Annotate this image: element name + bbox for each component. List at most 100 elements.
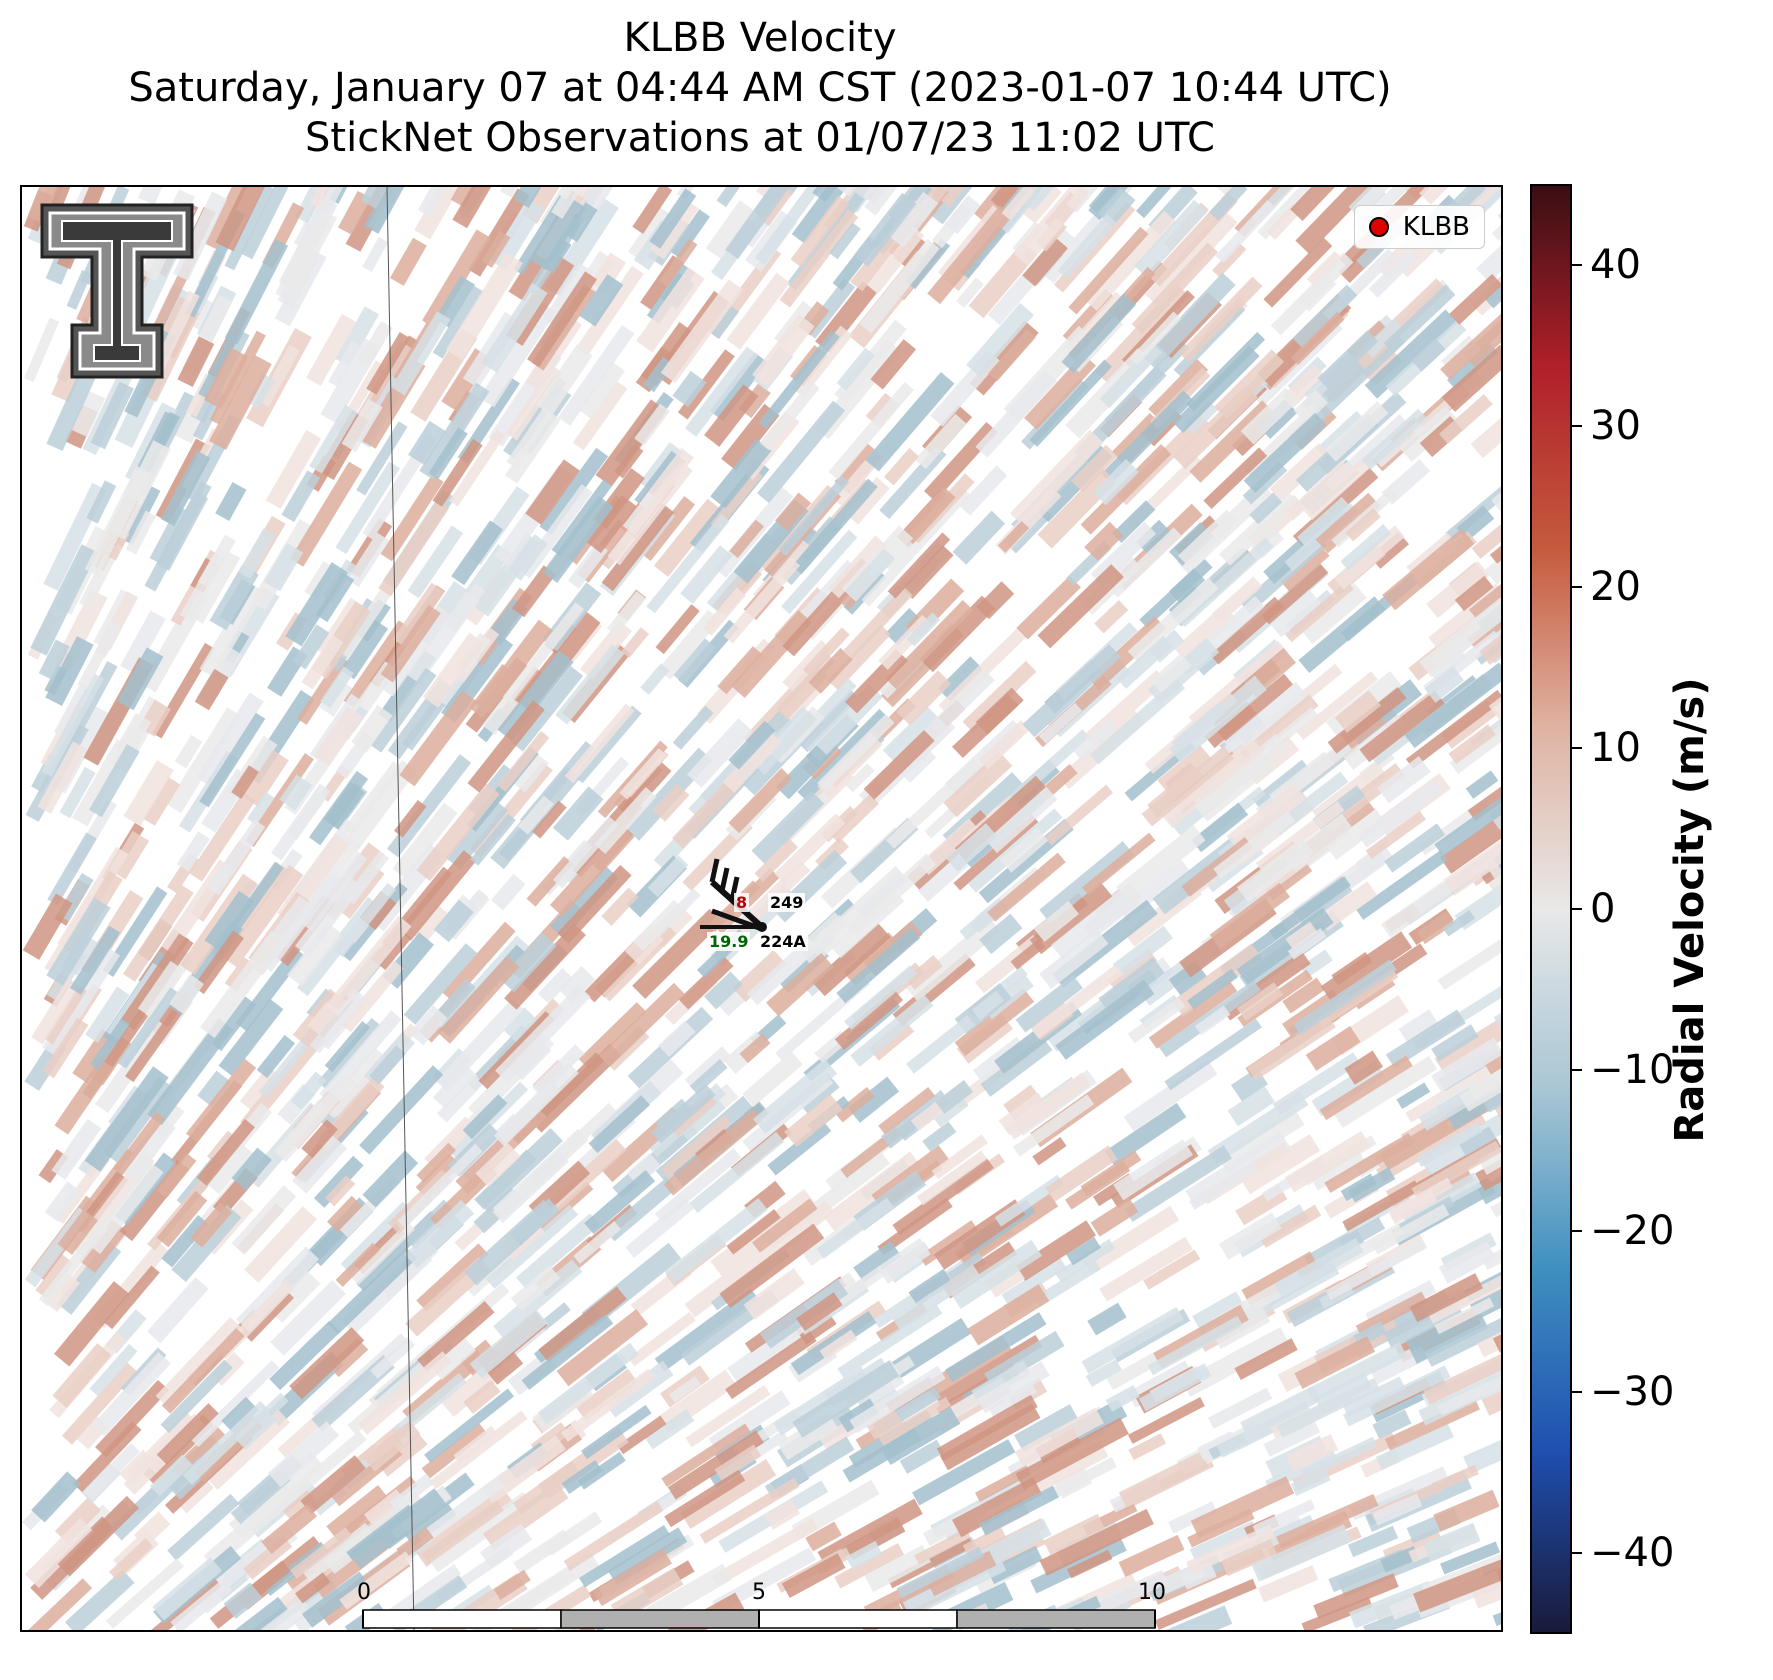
radar-gate: [269, 1320, 341, 1391]
radar-gate: [1141, 746, 1234, 827]
radar-gate: [492, 1150, 569, 1224]
radar-gate: [1236, 982, 1283, 1021]
colorbar-tick-label: −40: [1590, 1530, 1675, 1577]
radar-gate: [922, 1121, 957, 1152]
radar-gate: [861, 569, 897, 607]
radar-gate: [1220, 1538, 1278, 1577]
radar-gate: [31, 978, 80, 1045]
radar-gate: [105, 1558, 184, 1629]
radar-gate: [325, 915, 412, 1017]
radar-gate: [758, 330, 840, 430]
radar-gate: [86, 480, 117, 524]
radar-gate: [1311, 1150, 1366, 1191]
radar-gate: [289, 1327, 365, 1400]
radar-gate: [1015, 975, 1083, 1033]
radar-gate: [711, 1518, 819, 1587]
radar-gate: [572, 380, 628, 451]
radar-gate: [1268, 876, 1351, 941]
radar-gate: [541, 237, 572, 274]
radar-gate: [357, 1351, 452, 1435]
radar-gate: [1298, 596, 1386, 674]
radar-gate: [726, 1209, 781, 1255]
radar-gate: [339, 1551, 414, 1610]
radar-gate: [147, 1018, 234, 1126]
radar-gate: [1055, 979, 1155, 1060]
radar-gate: [199, 583, 266, 678]
radar-gate: [437, 955, 520, 1044]
colorbar-tick-mark: [1572, 1552, 1582, 1555]
radar-gate: [509, 750, 549, 793]
radar-gate: [1334, 690, 1382, 733]
radar-gate: [348, 1488, 447, 1569]
radar-gate: [346, 1504, 415, 1561]
radar-gate: [988, 329, 1036, 382]
radar-gate: [1434, 1297, 1495, 1335]
radar-map[interactable]: 0 5 10 km 8 249 19.9 224A KLBB: [20, 185, 1503, 1632]
radar-gate: [1263, 237, 1333, 308]
radar-gate: [200, 930, 286, 1038]
radar-gate: [573, 1221, 622, 1264]
radar-gate: [1426, 561, 1490, 619]
radar-gate: [203, 347, 249, 409]
radar-gate: [984, 785, 1058, 854]
radar-gate: [1211, 576, 1263, 624]
radar-gate: [870, 339, 917, 390]
radar-gate: [27, 187, 76, 224]
radar-gate: [51, 1118, 102, 1180]
radar-gate: [952, 510, 1006, 565]
radar-gate: [673, 638, 717, 685]
radar-gate: [379, 1433, 428, 1477]
radar-gate: [887, 1537, 974, 1589]
radar-gate: [654, 1288, 761, 1372]
radar-gate: [1458, 1126, 1497, 1156]
radar-gate: [971, 1360, 1032, 1405]
radar-gate: [327, 1247, 417, 1335]
radar-gate: [150, 1577, 222, 1630]
radar-gate: [1361, 346, 1403, 387]
radar-gate: [389, 237, 427, 286]
radar-gate: [1067, 1549, 1113, 1579]
radar-gate: [1124, 1145, 1233, 1223]
radar-gate: [1363, 318, 1404, 358]
radar-gate: [896, 670, 952, 726]
radar-gate: [1431, 1464, 1479, 1493]
radar-gate: [198, 333, 239, 399]
radar-gate: [137, 960, 183, 1017]
radar-gate: [302, 851, 368, 932]
radar-gate: [1315, 492, 1381, 554]
radar-gate: [1479, 621, 1501, 665]
radar-gate: [38, 1221, 109, 1307]
radar-gate: [445, 798, 508, 870]
radar-gate: [495, 1079, 561, 1144]
radar-gate: [462, 1094, 508, 1140]
radar-gate: [1284, 580, 1354, 643]
radar-gate: [601, 503, 675, 592]
radar-gate: [1325, 807, 1387, 860]
radar-gate: [403, 943, 478, 1025]
radar-gate: [628, 206, 673, 262]
radar-gate: [1440, 1541, 1501, 1575]
radar-gate: [1327, 687, 1407, 754]
radar-gate: [193, 930, 244, 995]
radar-gate: [952, 1477, 1043, 1538]
klbb-marker-icon: [1368, 217, 1389, 237]
radar-gate: [59, 766, 96, 819]
radar-gate: [120, 610, 166, 675]
radar-gate: [975, 370, 1057, 458]
radar-gate: [532, 800, 567, 839]
radar-gate: [1160, 738, 1265, 829]
radar-gate: [827, 624, 891, 691]
radar-gate: [880, 1406, 961, 1465]
radar-gate: [177, 336, 215, 388]
radar-gate: [1127, 1397, 1205, 1444]
radar-gate: [453, 1425, 498, 1464]
radar-gate: [1383, 284, 1456, 354]
radar-gate: [556, 1309, 649, 1387]
radar-gate: [1154, 1578, 1257, 1630]
radar-gate: [908, 1268, 953, 1307]
radar-gate: [829, 222, 861, 260]
radar-gate: [1385, 1009, 1466, 1069]
radar-gate: [1101, 390, 1194, 484]
radar-gate: [527, 271, 598, 368]
radar-gate: [238, 528, 276, 579]
